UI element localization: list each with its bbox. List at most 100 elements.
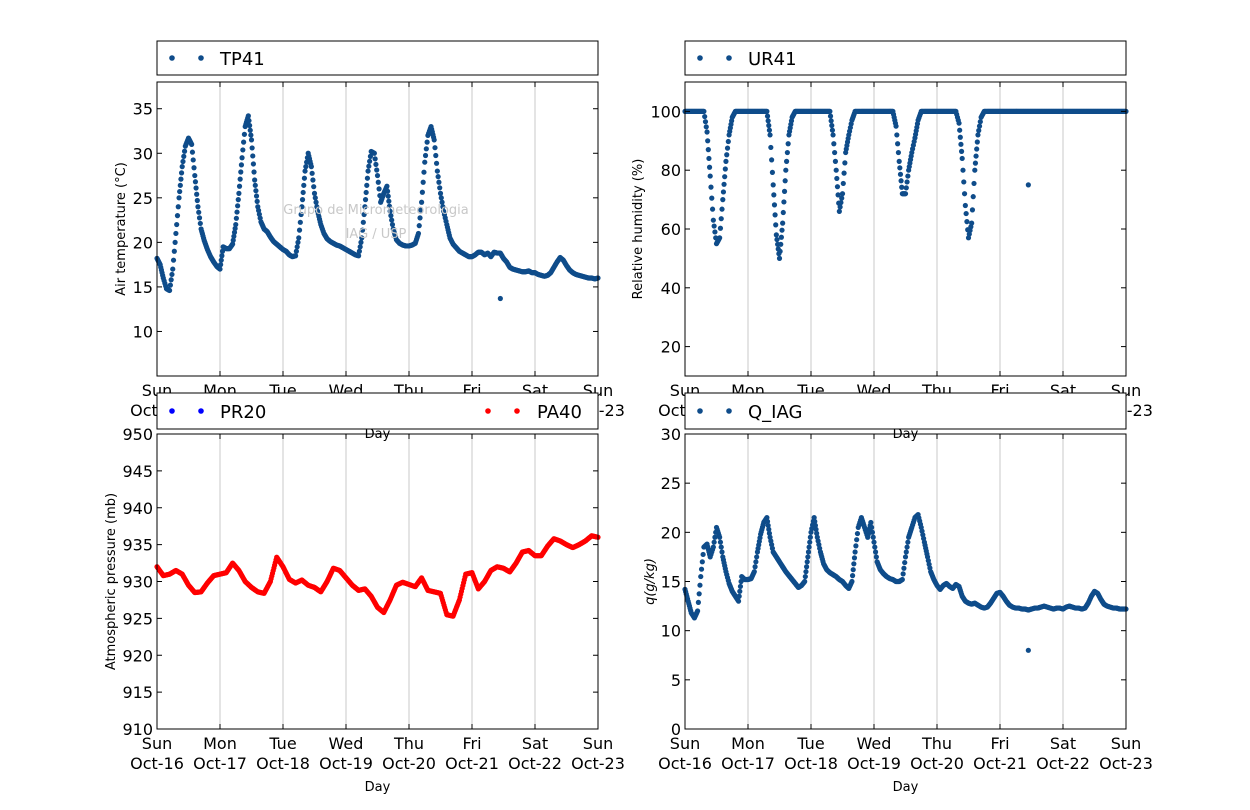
data-point [766, 127, 773, 133]
y-tick-label: 0 [671, 720, 681, 739]
data-point [1025, 647, 1031, 653]
legend: UR41 [684, 40, 1127, 76]
data-point [177, 182, 183, 188]
x-tick-label-date: Oct-21 [445, 754, 499, 773]
data-point [767, 132, 773, 138]
data-point [711, 223, 717, 229]
y-tick-label: 15 [133, 278, 153, 297]
data-point [357, 244, 363, 250]
data-point [364, 182, 370, 188]
data-point [422, 159, 428, 165]
y-tick-label: 100 [650, 102, 681, 121]
data-point [417, 215, 423, 221]
data-point [301, 182, 307, 188]
data-point [232, 225, 238, 232]
data-point [832, 149, 838, 156]
data-point [311, 190, 318, 196]
data-point [834, 175, 840, 182]
data-point [387, 208, 393, 214]
data-point [250, 161, 256, 167]
data-point [241, 139, 247, 145]
x-axis-label: Day [893, 780, 919, 795]
data-point [766, 526, 772, 532]
data-point [812, 518, 818, 525]
data-point [711, 539, 717, 545]
data-point [361, 211, 367, 218]
data-point [178, 176, 184, 182]
x-tick-label-date: Oct-20 [910, 754, 964, 773]
data-point [776, 255, 783, 261]
y-tick-label: 20 [133, 233, 153, 252]
x-axis-label: Day [365, 780, 391, 795]
legend-marker [169, 55, 175, 61]
data-point [901, 565, 907, 571]
data-point [956, 120, 962, 126]
x-tick-label-day: Wed [857, 734, 892, 753]
x-tick-label-day: Tue [268, 734, 296, 753]
data-point [893, 123, 899, 129]
data-point [975, 132, 981, 138]
data-point [167, 282, 173, 288]
x-tick-label-day: Sat [522, 734, 548, 753]
legend-label: PR20 [220, 402, 266, 423]
data-point [433, 160, 440, 166]
data-point [218, 257, 224, 263]
data-point [838, 199, 844, 206]
data-point [363, 189, 369, 196]
y-tick-label: 935 [122, 536, 153, 555]
data-point [697, 582, 703, 588]
data-point [830, 132, 836, 138]
data-point [717, 225, 724, 231]
data-point [963, 210, 969, 217]
data-point [871, 539, 877, 545]
data-point [175, 204, 181, 210]
data-point [773, 232, 779, 238]
data-point [373, 161, 379, 168]
legend-box [156, 40, 599, 76]
data-point [712, 229, 718, 235]
data-point [696, 591, 702, 597]
data-point [296, 235, 302, 241]
y-tick-label: 80 [661, 161, 681, 180]
y-tick-label: 915 [122, 683, 153, 702]
data-point [709, 206, 716, 212]
data-point [784, 149, 790, 156]
data-point [970, 194, 976, 200]
data-point [971, 180, 977, 187]
data-point [702, 113, 708, 120]
data-point [972, 160, 979, 166]
data-point [698, 566, 705, 572]
data-point [754, 554, 760, 560]
data-point [431, 137, 437, 143]
data-point [780, 220, 786, 226]
legend-marker [169, 408, 175, 414]
data-point [778, 241, 784, 247]
data-point [753, 559, 759, 565]
data-point [849, 573, 856, 579]
data-point [904, 544, 910, 550]
legend-marker [485, 408, 491, 414]
y-tick-label: 25 [661, 474, 681, 493]
data-point [181, 153, 187, 159]
data-point [308, 164, 314, 170]
data-point [418, 207, 424, 213]
data-point [814, 530, 820, 536]
data-point [217, 266, 223, 272]
data-point [252, 182, 258, 188]
data-point [719, 549, 725, 555]
y-tick-label: 950 [122, 425, 153, 444]
data-point [233, 221, 239, 228]
data-point [960, 167, 966, 173]
data-point [248, 137, 255, 143]
data-point [812, 522, 819, 529]
data-point [849, 578, 855, 585]
data-point [437, 190, 444, 196]
data-point [196, 209, 202, 215]
data-point [385, 193, 391, 199]
data-point [722, 166, 728, 172]
data-point [375, 179, 381, 185]
data-point [249, 145, 255, 151]
data-point [717, 235, 723, 241]
data-point [723, 158, 729, 164]
